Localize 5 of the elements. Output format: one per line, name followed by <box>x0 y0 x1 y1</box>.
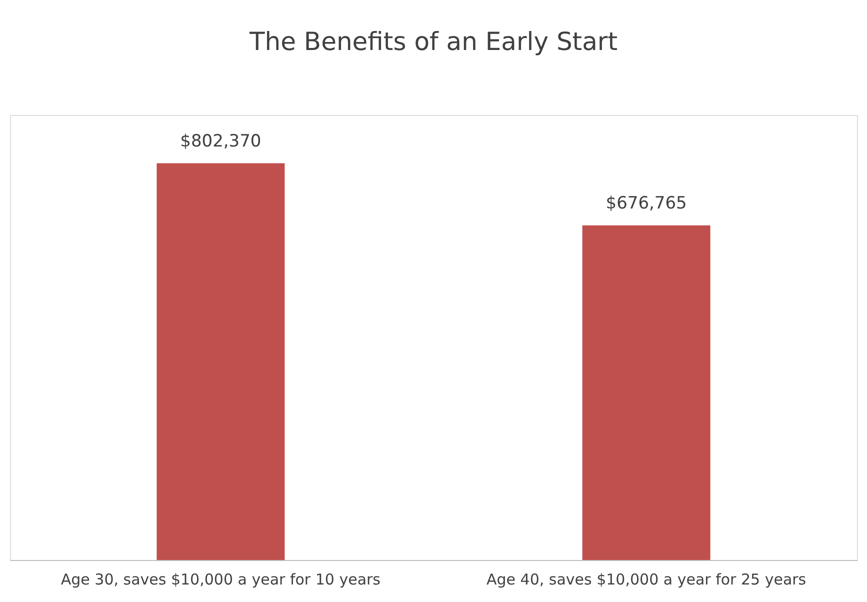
data-label: $676,765 <box>606 193 687 214</box>
data-label: $802,370 <box>180 131 262 152</box>
x-tick-label: Age 40, saves $10,000 a year for 25 years <box>486 570 806 588</box>
chart-title: The Benefits of an Early Start <box>248 27 618 56</box>
x-tick-label: Age 30, saves $10,000 a year for 10 years <box>60 570 381 588</box>
